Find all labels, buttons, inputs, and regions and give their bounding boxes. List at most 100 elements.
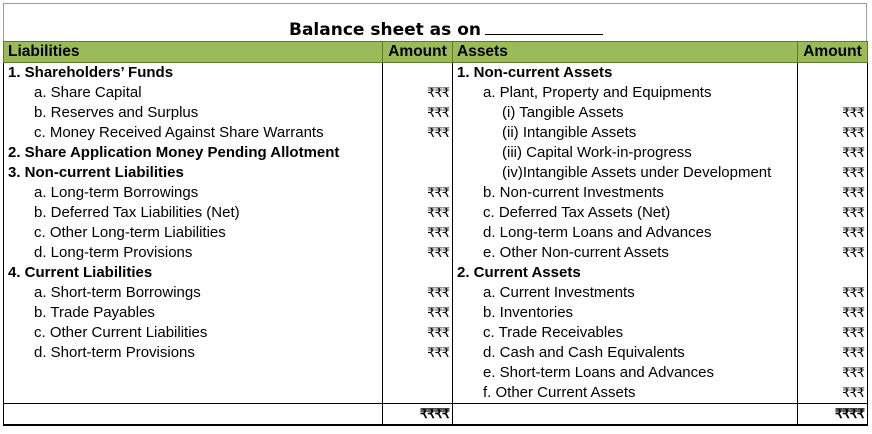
table-row: 4. Current Liabilities 2. Current Assets: [3, 263, 868, 283]
asset-item: d. Long-term Loans and Advances: [483, 224, 712, 241]
asset-item: e. Other Non-current Assets: [483, 244, 669, 261]
asset-item: b. Non-current Investments: [483, 184, 664, 201]
asset-amount: ₹₹₹: [797, 283, 868, 303]
asset-item: (iii) Capital Work-in-progress: [502, 144, 692, 161]
table-row: b. Deferred Tax Liabilities (Net) ₹₹₹ c. D…: [3, 203, 868, 223]
asset-amount: ₹₹₹: [797, 183, 868, 203]
liability-item: [3, 383, 383, 404]
table-row: c. Other Long-term Liabilities ₹₹₹ d. Long…: [3, 223, 868, 243]
liability-item: a. Long-term Borrowings: [3, 183, 383, 203]
title-row: Balance sheet as on: [3, 3, 867, 41]
asset-item: c. Deferred Tax Assets (Net): [483, 204, 671, 221]
liability-item: b. Deferred Tax Liabilities (Net): [3, 203, 383, 223]
date-blank-line: [484, 20, 603, 35]
table-row: 1. Shareholders’ Funds 1. Non-current Ass…: [3, 62, 868, 83]
balance-sheet-table: Liabilities Amount Assets Amount 1. Shar…: [3, 41, 868, 426]
asset-item: 2. Current Assets: [457, 264, 581, 281]
table-row: e. Short-term Loans and Advances ₹₹₹: [3, 363, 868, 383]
asset-amount: [797, 263, 868, 283]
liability-item: 1. Shareholders’ Funds: [3, 62, 383, 83]
liability-item: a. Short-term Borrowings: [3, 283, 383, 303]
liability-amount: ₹₹₹: [382, 323, 453, 343]
liability-amount: ₹₹₹: [382, 303, 453, 323]
asset-amount: ₹₹₹: [797, 303, 868, 323]
asset-item: a. Current Investments: [483, 284, 635, 301]
table-row: a. Long-term Borrowings ₹₹₹ b. Non-current…: [3, 183, 868, 203]
asset-amount: ₹₹₹: [797, 163, 868, 183]
liability-amount: ₹₹₹: [382, 83, 453, 103]
liability-item: b. Reserves and Surplus: [3, 103, 383, 123]
liability-item: 2. Share Application Money Pending Allot…: [3, 143, 383, 163]
liability-amount: ₹₹₹: [382, 243, 453, 263]
asset-amount: ₹₹₹: [797, 343, 868, 363]
liability-item: c. Other Current Liabilities: [3, 323, 383, 343]
table-row: 3. Non-current Liabilities (iv)Intangible…: [3, 163, 868, 183]
liability-item: 3. Non-current Liabilities: [3, 163, 383, 183]
liability-amount: ₹₹₹: [382, 223, 453, 243]
liability-amount: [382, 263, 453, 283]
asset-item: b. Inventories: [483, 304, 574, 321]
table-row: a. Short-term Borrowings ₹₹₹ a. Current In…: [3, 283, 868, 303]
table-row: b. Trade Payables ₹₹₹ b. Inventories ₹₹₹: [3, 303, 868, 323]
liability-amount: [382, 383, 453, 404]
asset-amount: ₹₹₹: [797, 323, 868, 343]
table-row: 2. Share Application Money Pending Allot…: [3, 143, 868, 163]
asset-amount: ₹₹₹: [797, 223, 868, 243]
table-row: f. Other Current Assets ₹₹₹: [3, 383, 868, 404]
asset-amount: ₹₹₹: [797, 363, 868, 383]
asset-amount: [797, 83, 868, 103]
liability-amount: [382, 143, 453, 163]
asset-item: (iv)Intangible Assets under Development: [502, 164, 772, 181]
asset-item: 1. Non-current Assets: [457, 64, 613, 81]
table-row: b. Reserves and Surplus ₹₹₹ (i) Tangible A…: [3, 103, 868, 123]
asset-item: (i) Tangible Assets: [502, 104, 624, 121]
liability-item: 4. Current Liabilities: [3, 263, 383, 283]
asset-item: c. Trade Receivables: [483, 324, 624, 341]
asset-amount: ₹₹₹: [797, 103, 868, 123]
asset-amount: ₹₹₹: [797, 123, 868, 143]
liability-item: b. Trade Payables: [3, 303, 383, 323]
asset-amount: [797, 62, 868, 83]
liability-amount: [382, 62, 453, 83]
asset-item: e. Short-term Loans and Advances: [483, 364, 714, 381]
liability-item: a. Share Capital: [3, 83, 383, 103]
liability-amount: ₹₹₹: [382, 103, 453, 123]
total-row: ₹₹₹₹ ₹₹₹₹: [3, 403, 868, 426]
table-row: c. Money Received Against Share Warrants…: [3, 123, 868, 143]
liability-item: d. Short-term Provisions: [3, 343, 383, 363]
asset-item: a. Plant, Property and Equipments: [483, 84, 712, 101]
asset-item: f. Other Current Assets: [483, 384, 636, 401]
total-right-amount: ₹₹₹₹: [797, 403, 868, 426]
liability-amount: [382, 163, 453, 183]
liability-amount: ₹₹₹: [382, 183, 453, 203]
liability-item: [3, 363, 383, 383]
liability-item: c. Other Long-term Liabilities: [3, 223, 383, 243]
liability-amount: ₹₹₹: [382, 283, 453, 303]
total-left-amount: ₹₹₹₹: [382, 403, 453, 426]
asset-item: d. Cash and Cash Equivalents: [483, 344, 685, 361]
header-amount-left: Amount: [382, 41, 453, 63]
liability-amount: ₹₹₹: [382, 123, 453, 143]
table-row: d. Long-term Provisions ₹₹₹ e. Other Non-c…: [3, 243, 868, 263]
table-row: c. Other Current Liabilities ₹₹₹ c. Trade …: [3, 323, 868, 343]
liability-item: d. Long-term Provisions: [3, 243, 383, 263]
asset-amount: ₹₹₹: [797, 203, 868, 223]
total-left-label: [3, 403, 383, 426]
sheet-title: Balance sheet as on: [289, 20, 603, 40]
asset-item: (ii) Intangible Assets: [502, 124, 637, 141]
header-amount-right: Amount: [797, 41, 868, 63]
liability-amount: [382, 363, 453, 383]
table-row: a. Share Capital ₹₹₹ a. Plant, Property an…: [3, 83, 868, 103]
liability-amount: ₹₹₹: [382, 203, 453, 223]
asset-amount: ₹₹₹: [797, 243, 868, 263]
asset-amount: ₹₹₹: [797, 143, 868, 163]
sheet-title-text: Balance sheet as on: [289, 20, 481, 40]
header-assets: Assets: [452, 41, 798, 63]
table-row: d. Short-term Provisions ₹₹₹ d. Cash and C…: [3, 343, 868, 363]
header-liabilities: Liabilities: [3, 41, 383, 63]
total-right-label: [452, 403, 798, 426]
liability-amount: ₹₹₹: [382, 343, 453, 363]
header-row: Liabilities Amount Assets Amount: [3, 41, 868, 63]
balance-sheet: Balance sheet as on Liabilities Amount A…: [3, 3, 868, 431]
asset-amount: ₹₹₹: [797, 383, 868, 404]
